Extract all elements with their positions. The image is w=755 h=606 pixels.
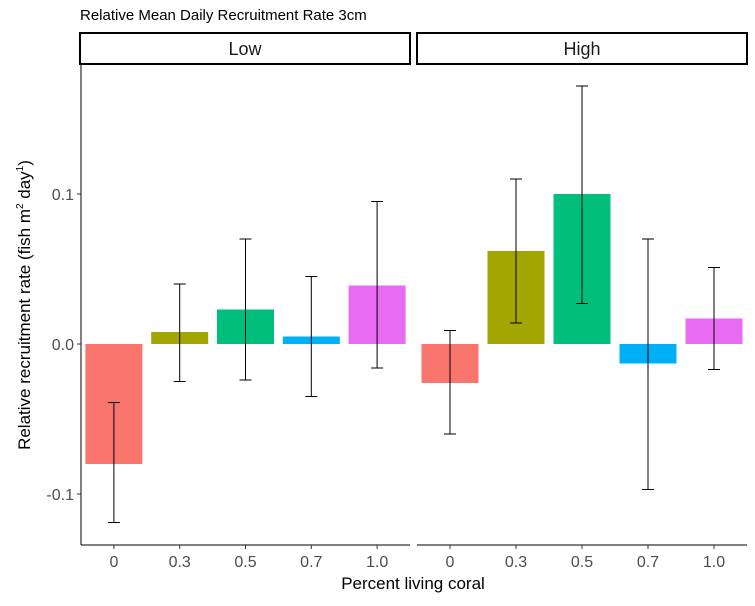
- y-axis: 0.1 0.0 -0.1: [46, 65, 82, 545]
- y-tick-label: -0.1: [46, 487, 74, 504]
- chart-title: Relative Mean Daily Recruitment Rate 3cm: [80, 7, 367, 24]
- x-tick-label: 0.5: [571, 554, 593, 571]
- x-tick-label: 0.7: [300, 554, 322, 571]
- x-tick-label: 0.5: [234, 554, 256, 571]
- facet-strip: [416, 32, 748, 65]
- facet-strip: [79, 32, 411, 65]
- x-tick-label: 0.3: [169, 554, 191, 571]
- facet-panel-low: Low 0 0.3 0.5 0.7 1.0: [79, 32, 411, 571]
- x-tick-label: 0.7: [637, 554, 659, 571]
- x-axis-title: Percent living coral: [341, 574, 485, 593]
- x-tick-label: 0: [109, 554, 118, 571]
- y-axis-title-sup2: 1: [15, 165, 26, 171]
- y-tick-label: 0.1: [52, 187, 74, 204]
- facet-strip-label: Low: [228, 39, 262, 59]
- y-axis-title-mid: day: [15, 171, 34, 204]
- x-tick-label: 0: [446, 554, 455, 571]
- y-axis-title-sup1: 2: [15, 203, 26, 209]
- facet-panels: Low 0 0.3 0.5 0.7 1.0 High 0 0.3 0.5 0.7 1.0: [79, 32, 748, 571]
- facet-panel-high: High 0 0.3 0.5 0.7 1.0: [416, 32, 748, 571]
- x-tick-label: 1.0: [366, 554, 388, 571]
- x-tick-label: 0.3: [505, 554, 527, 571]
- facet-strip-label: High: [563, 39, 600, 59]
- y-axis-title-suffix: ): [15, 160, 34, 166]
- y-tick-label: 0.0: [52, 337, 74, 354]
- y-axis-title: Relative recruitment rate (fish m2 day1): [15, 160, 34, 450]
- x-tick-label: 1.0: [703, 554, 725, 571]
- y-axis-title-prefix: Relative recruitment rate (fish m: [15, 209, 34, 450]
